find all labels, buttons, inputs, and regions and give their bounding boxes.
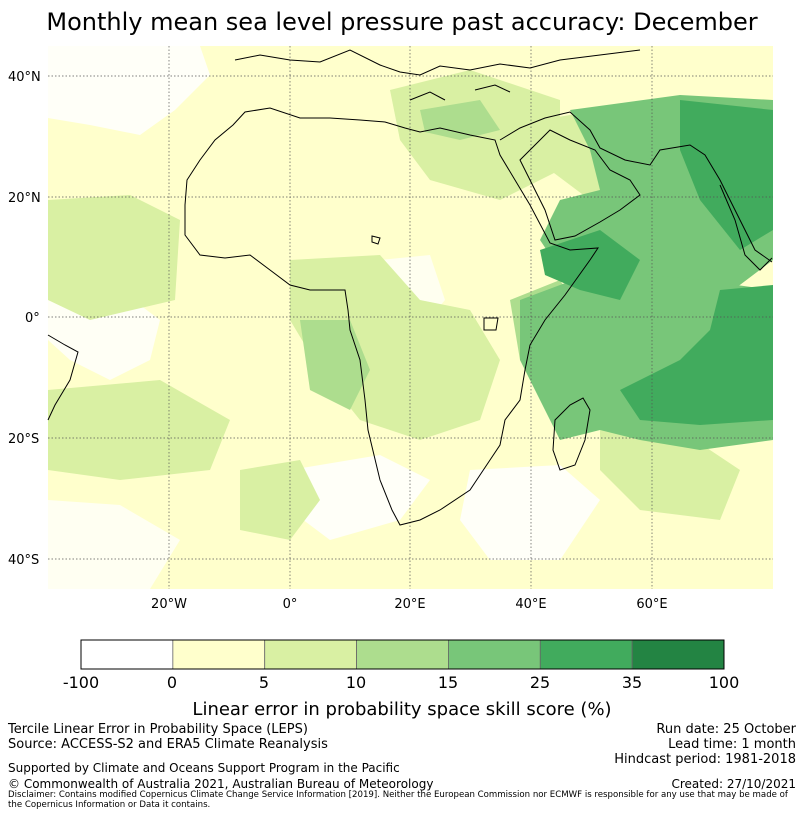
colorbar-segment bbox=[631, 639, 725, 670]
lat-label: 20°S bbox=[8, 432, 39, 447]
colorbar-segment bbox=[448, 639, 541, 670]
lon-labels: 20°W 0° 20°E 40°E 60°E bbox=[151, 597, 668, 612]
lat-label: 20°N bbox=[8, 191, 41, 206]
colorbar bbox=[80, 639, 725, 670]
colorbar-segment bbox=[80, 639, 174, 670]
lat-label: 40°S bbox=[8, 553, 39, 568]
colorbar-title: Linear error in probability space skill … bbox=[192, 699, 612, 720]
colorbar-tick-label: 10 bbox=[345, 673, 367, 692]
lon-label: 0° bbox=[283, 597, 298, 612]
lat-label: 40°N bbox=[8, 70, 41, 85]
colorbar-segment bbox=[539, 639, 633, 670]
colorbar-frame bbox=[80, 639, 725, 670]
lon-label: 40°E bbox=[515, 597, 546, 612]
gridlines bbox=[48, 46, 773, 589]
colorbar-segment bbox=[356, 639, 449, 670]
footer-hindcast: Hindcast period: 1981-2018 bbox=[614, 752, 796, 767]
colorbar-tick-label: 0 bbox=[166, 673, 178, 692]
lon-label: 60°E bbox=[636, 597, 667, 612]
lon-label: 20°E bbox=[394, 597, 425, 612]
footer-leps: Tercile Linear Error in Probability Spac… bbox=[8, 722, 308, 737]
footer-copyright: © Commonwealth of Australia 2021, Austra… bbox=[8, 777, 434, 791]
colorbar-tick-label: 100 bbox=[708, 673, 740, 692]
coastlines bbox=[47, 49, 773, 526]
colorbar-tick-label: 25 bbox=[529, 673, 551, 692]
colorbar-tick-label: 5 bbox=[258, 673, 270, 692]
footer-created: Created: 27/10/2021 bbox=[671, 777, 796, 791]
map-title: Monthly mean sea level pressure past acc… bbox=[46, 8, 758, 36]
footer-disclaimer: Disclaimer: Contains modified Copernicus… bbox=[8, 790, 788, 810]
footer-lead-time: Lead time: 1 month bbox=[668, 737, 796, 752]
lat-labels: 40°N 20°N 0° 20°S 40°S bbox=[8, 70, 41, 568]
skill-regions bbox=[48, 46, 773, 589]
colorbar-tick-label: 35 bbox=[621, 673, 643, 692]
colorbar-segment bbox=[264, 639, 357, 670]
colorbar-tick-label: 15 bbox=[437, 673, 459, 692]
footer-support: Supported by Climate and Oceans Support … bbox=[8, 761, 400, 775]
footer-source: Source: ACCESS-S2 and ERA5 Climate Reana… bbox=[8, 737, 328, 752]
footer-run-date: Run date: 25 October bbox=[656, 722, 796, 737]
colorbar-tick-label: -100 bbox=[62, 673, 100, 692]
colorbar-segment bbox=[172, 639, 266, 670]
lon-label: 20°W bbox=[151, 597, 187, 612]
lat-label: 0° bbox=[25, 311, 40, 326]
